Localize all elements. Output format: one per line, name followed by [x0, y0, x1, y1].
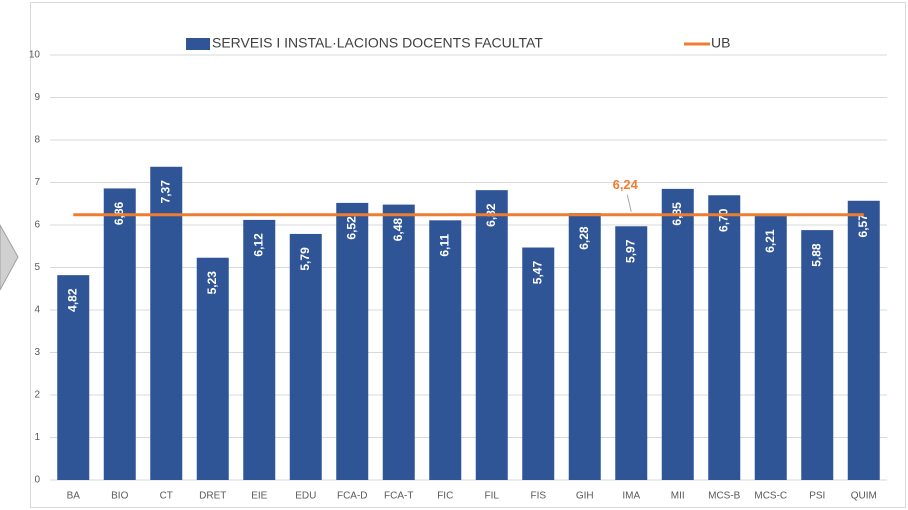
y-tick-label: 5: [34, 262, 40, 273]
x-tick-label: FCA-T: [384, 491, 413, 502]
value-label: 6,52: [344, 216, 358, 240]
x-tick-label: BIO: [111, 491, 128, 502]
bar: [847, 200, 880, 480]
x-tick-label: MCS-C: [754, 491, 787, 502]
bar: [150, 166, 183, 480]
y-tick-label: 2: [34, 390, 40, 401]
y-tick-label: 0: [34, 475, 40, 486]
legend-label: UB: [711, 35, 730, 51]
x-tick-label: GIH: [576, 491, 594, 502]
y-tick-label: 7: [34, 177, 40, 188]
bar: [801, 230, 834, 480]
bar: [475, 190, 508, 480]
bar: [243, 219, 276, 480]
value-label: 6,28: [577, 226, 591, 250]
y-tick-label: 9: [34, 92, 40, 103]
x-tick-label: MCS-B: [708, 491, 741, 502]
decor-arrow: [0, 223, 19, 291]
value-label: 6,57: [856, 214, 870, 238]
value-label: 6,86: [112, 201, 126, 225]
value-label: 5,79: [298, 247, 312, 271]
y-tick-label: 1: [34, 432, 40, 443]
bar: [336, 202, 369, 480]
x-tick-label: PSI: [809, 491, 825, 502]
bar: [382, 204, 415, 480]
x-tick-label: FIS: [530, 491, 546, 502]
legend-label: SERVEIS I INSTAL·LACIONS DOCENTS FACULTA…: [212, 35, 543, 51]
value-label: 5,23: [205, 271, 219, 295]
x-tick-label: FIC: [437, 491, 453, 502]
value-label: 4,82: [65, 288, 79, 312]
bar: [568, 213, 601, 480]
value-label: 6,70: [716, 208, 730, 232]
value-label: 6,21: [763, 229, 777, 253]
bar: [661, 188, 694, 480]
x-tick-label: EDU: [295, 491, 316, 502]
x-tick-label: BA: [67, 491, 81, 502]
bar: [289, 233, 322, 480]
value-label: 6,24: [613, 177, 639, 192]
x-tick-label: EIE: [251, 491, 267, 502]
x-tick-label: MII: [671, 491, 685, 502]
y-tick-label: 6: [34, 220, 40, 231]
bar: [754, 216, 787, 480]
value-label: 6,11: [437, 234, 451, 257]
y-tick-label: 3: [34, 347, 40, 358]
x-tick-label: CT: [160, 491, 173, 502]
value-label: 5,97: [623, 239, 637, 263]
leader-line: [626, 194, 632, 212]
bar: [708, 195, 741, 480]
legend-swatch: [186, 38, 210, 50]
x-tick-label: DRET: [199, 491, 226, 502]
bar: [522, 247, 555, 480]
bar: [196, 257, 229, 480]
x-tick-label: FIL: [485, 491, 500, 502]
x-tick-label: IMA: [622, 491, 640, 502]
x-tick-label: QUIM: [851, 491, 877, 502]
bar: [429, 220, 462, 480]
value-label: 6,12: [251, 233, 265, 257]
x-tick-label: FCA-D: [337, 491, 368, 502]
y-tick-label: 8: [34, 135, 40, 146]
bar: [615, 226, 648, 480]
bar: [57, 275, 90, 480]
value-label: 5,88: [809, 243, 823, 267]
y-tick-label: 10: [29, 50, 41, 61]
y-tick-label: 4: [34, 305, 40, 316]
value-label: 5,47: [530, 261, 544, 285]
value-label: 7,37: [158, 180, 172, 204]
value-label: 6,48: [391, 218, 405, 242]
bar: [103, 188, 136, 480]
